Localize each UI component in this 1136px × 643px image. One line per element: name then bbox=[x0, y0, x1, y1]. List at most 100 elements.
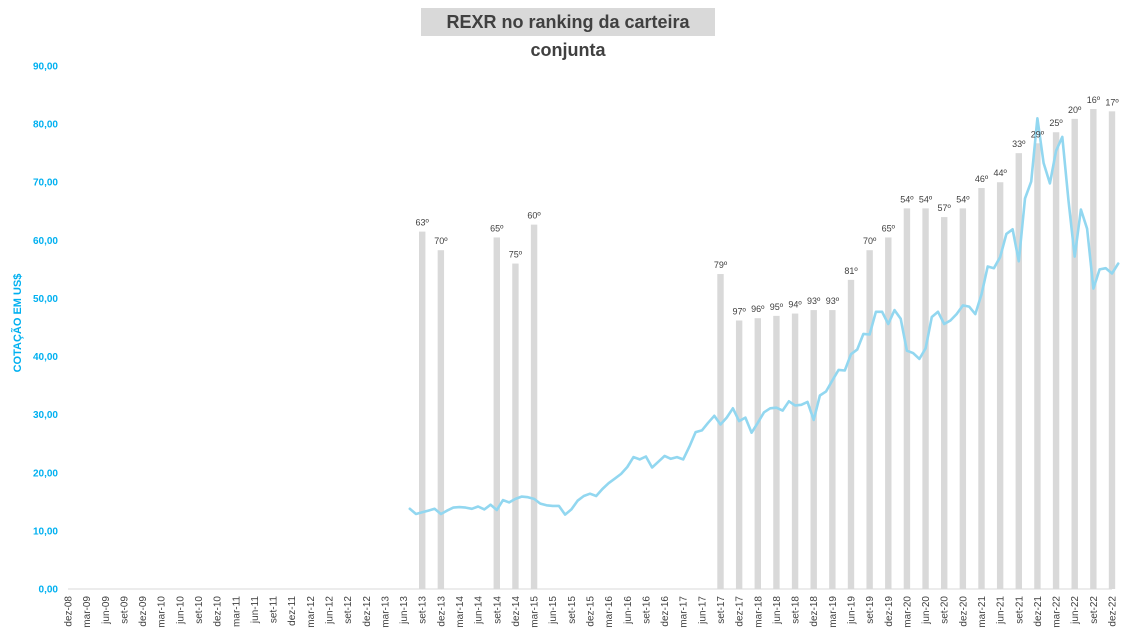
x-tick-label: set-20 bbox=[940, 596, 951, 624]
x-tick-label: set-12 bbox=[343, 596, 354, 624]
bar bbox=[735, 320, 743, 589]
bar-series bbox=[419, 109, 1116, 590]
bar-label: 54º bbox=[956, 194, 970, 204]
x-tick-label: dez-22 bbox=[1108, 596, 1119, 627]
bar-label: 75º bbox=[509, 250, 523, 260]
bar-label: 57º bbox=[938, 203, 952, 213]
x-tick-label: jun-09 bbox=[101, 596, 112, 625]
x-tick-label: jun-16 bbox=[623, 596, 634, 625]
x-tick-label: mar-18 bbox=[753, 596, 764, 628]
x-tick-label: mar-10 bbox=[157, 596, 168, 628]
x-tick-label: dez-15 bbox=[586, 596, 597, 627]
x-tick-label: jun-10 bbox=[175, 596, 186, 625]
x-axis-ticks: dez-08 mar-09 jun-09 set-09 dez-09 mar-10 jun-… bbox=[64, 596, 1119, 628]
x-tick-label: mar-12 bbox=[306, 596, 317, 628]
x-tick-label: set-21 bbox=[1014, 596, 1025, 624]
x-tick-label: set-17 bbox=[716, 596, 727, 624]
bar bbox=[978, 188, 985, 590]
bar-label: 94º bbox=[788, 300, 802, 310]
x-tick-label: set-11 bbox=[269, 596, 280, 623]
x-tick-label: mar-21 bbox=[977, 596, 988, 628]
x-tick-label: set-19 bbox=[865, 596, 876, 624]
bar bbox=[1015, 153, 1022, 589]
bar bbox=[1108, 111, 1116, 590]
x-tick-label: dez-19 bbox=[884, 596, 895, 627]
bar-label: 65º bbox=[882, 223, 896, 233]
x-tick-label: dez-09 bbox=[138, 596, 149, 627]
bar-label: 17º bbox=[1105, 97, 1119, 107]
bar bbox=[922, 208, 929, 589]
bar-label: 54º bbox=[919, 194, 933, 204]
bar-label: 93º bbox=[826, 296, 840, 306]
bar-label: 63º bbox=[416, 218, 430, 228]
x-tick-label: mar-15 bbox=[530, 596, 541, 628]
x-tick-label: mar-16 bbox=[604, 596, 615, 628]
y-tick-label: 90,00 bbox=[33, 62, 58, 73]
y-tick-label: 30,00 bbox=[33, 410, 58, 421]
x-tick-label: dez-18 bbox=[809, 596, 820, 627]
x-tick-label: jun-21 bbox=[996, 596, 1007, 625]
bar-label: 79º bbox=[714, 260, 728, 270]
x-tick-label: dez-14 bbox=[511, 596, 522, 627]
bar bbox=[791, 313, 799, 589]
x-tick-label: jun-20 bbox=[921, 596, 932, 625]
bar bbox=[773, 315, 780, 589]
x-tick-label: set-16 bbox=[641, 596, 652, 624]
bar bbox=[941, 217, 948, 590]
x-tick-label: jun-17 bbox=[697, 596, 708, 625]
bar-label: 16º bbox=[1087, 95, 1101, 105]
bar bbox=[717, 274, 724, 589]
bar-label: 70º bbox=[863, 236, 877, 246]
y-tick-label: 10,00 bbox=[33, 526, 58, 537]
bar bbox=[1052, 132, 1060, 589]
x-tick-label: jun-13 bbox=[399, 596, 410, 625]
chart-title: REXR no ranking da carteira conjunta bbox=[421, 8, 715, 60]
bar-label: 95º bbox=[770, 302, 784, 312]
x-tick-label: jun-18 bbox=[772, 596, 783, 625]
y-tick-label: 0,00 bbox=[39, 585, 59, 596]
price-line bbox=[408, 117, 1120, 516]
x-tick-label: mar-11 bbox=[231, 596, 242, 627]
x-tick-label: dez-11 bbox=[287, 596, 298, 626]
x-tick-label: mar-22 bbox=[1052, 596, 1063, 628]
bar-label: 70º bbox=[434, 236, 448, 246]
bar bbox=[437, 250, 445, 589]
x-tick-label: set-10 bbox=[194, 596, 205, 624]
x-tick-label: jun-12 bbox=[325, 596, 336, 625]
bar bbox=[866, 250, 873, 589]
bar bbox=[512, 263, 519, 589]
bar bbox=[847, 279, 855, 589]
y-axis-ticks: 0,00 10,00 20,00 30,00 40,00 50,00 60,00 70,00 8… bbox=[33, 62, 58, 596]
bar-label: 25º bbox=[1049, 118, 1063, 128]
x-tick-label: jun-15 bbox=[548, 596, 559, 625]
x-tick-label: mar-14 bbox=[455, 596, 466, 628]
bar bbox=[996, 182, 1004, 589]
x-tick-label: dez-13 bbox=[436, 596, 447, 627]
x-tick-label: mar-17 bbox=[679, 596, 690, 628]
bar bbox=[1090, 109, 1097, 589]
x-tick-label: mar-13 bbox=[380, 596, 391, 628]
x-tick-label: jun-11 bbox=[250, 596, 261, 624]
bar-labels: 63º 70º 65º 75º 60º 79º 97º 96º 95º 94º 93º 93º 81º 7… bbox=[416, 95, 1120, 317]
x-tick-label: mar-09 bbox=[82, 596, 93, 628]
x-tick-label: set-09 bbox=[119, 596, 130, 624]
y-tick-label: 60,00 bbox=[33, 236, 58, 247]
bar-label: 65º bbox=[490, 223, 504, 233]
x-tick-label: jun-22 bbox=[1070, 596, 1081, 625]
x-tick-label: dez-10 bbox=[213, 596, 224, 627]
bar bbox=[959, 208, 967, 589]
y-tick-label: 40,00 bbox=[33, 352, 58, 363]
bar bbox=[493, 237, 500, 589]
bar-label: 93º bbox=[807, 296, 821, 306]
bar-label: 29º bbox=[1031, 129, 1045, 139]
bar-label: 60º bbox=[527, 211, 541, 221]
bar bbox=[530, 224, 538, 590]
bar-label: 20º bbox=[1068, 105, 1082, 115]
y-tick-label: 50,00 bbox=[33, 294, 58, 305]
x-tick-label: mar-19 bbox=[828, 596, 839, 628]
bar-label: 81º bbox=[844, 266, 858, 276]
x-tick-label: dez-20 bbox=[958, 596, 969, 627]
bar-label: 44º bbox=[993, 168, 1007, 178]
y-tick-label: 80,00 bbox=[33, 120, 58, 131]
